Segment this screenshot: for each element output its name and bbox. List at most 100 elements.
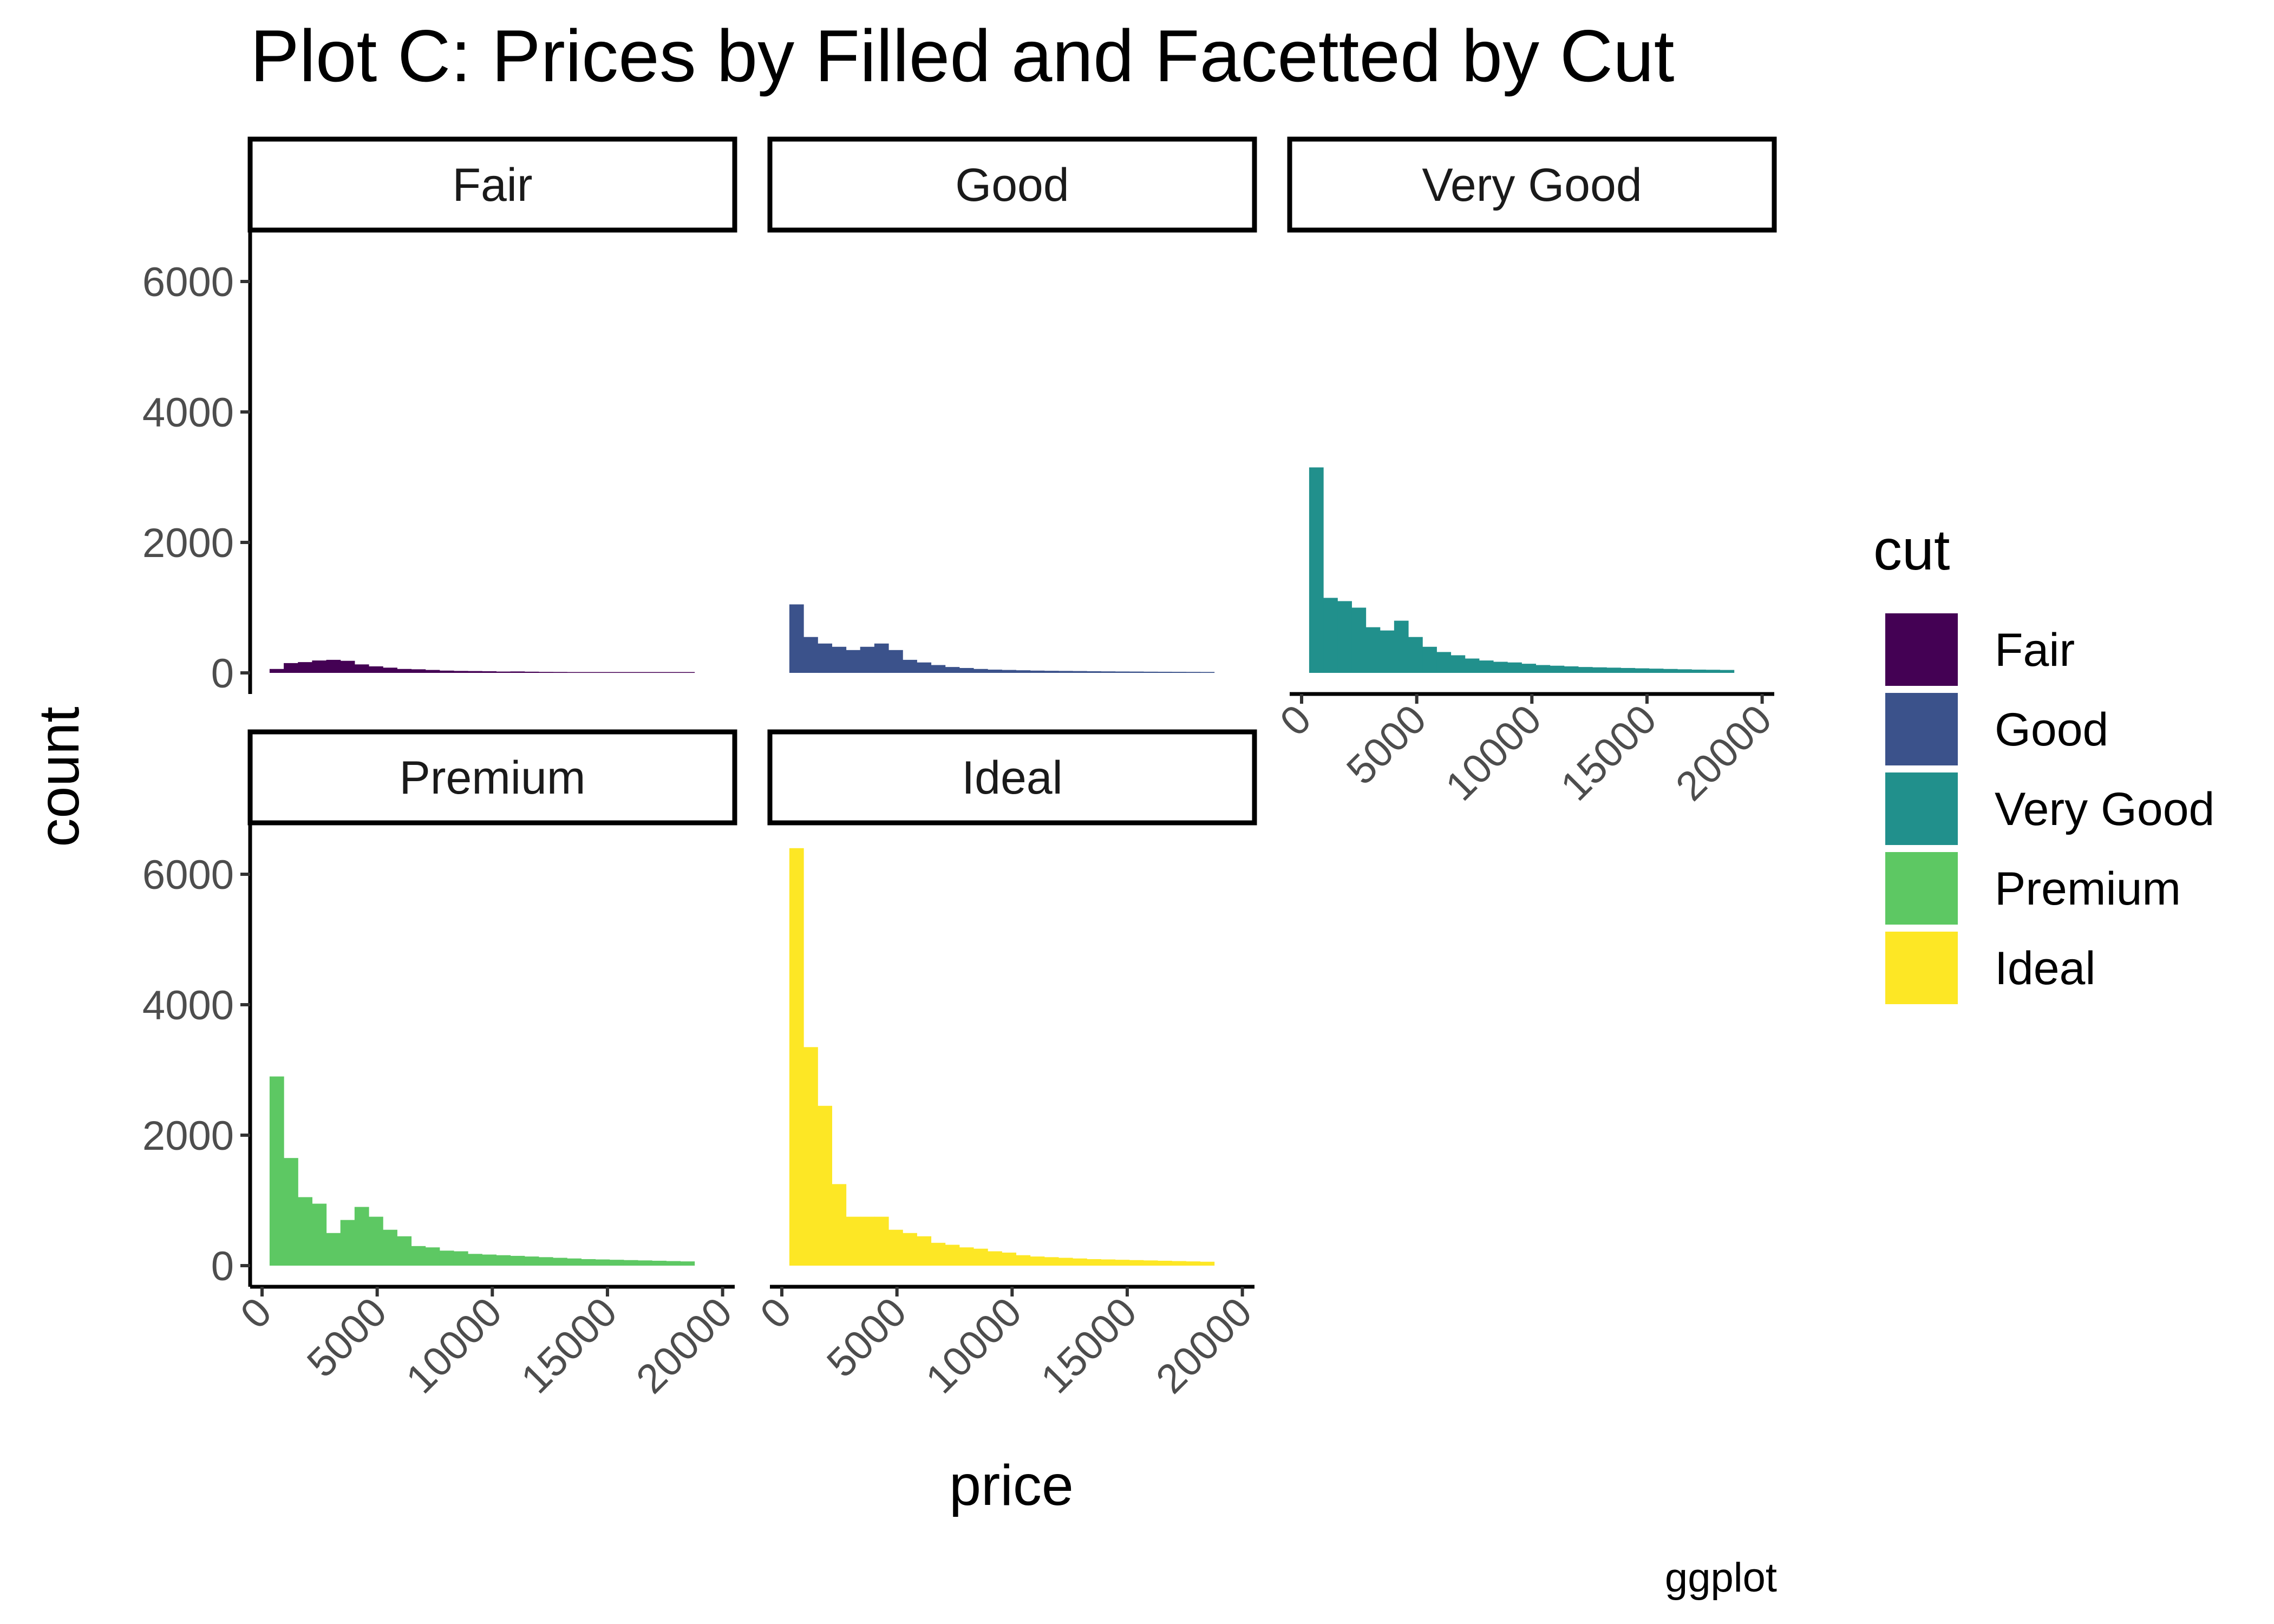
histogram-bar	[1351, 607, 1367, 673]
histogram-bar	[298, 1197, 312, 1266]
histogram-bar	[1044, 1257, 1059, 1266]
histogram-bar	[818, 1105, 832, 1266]
bars-fair	[269, 659, 695, 673]
facet-strip-label: Very Good	[1422, 159, 1642, 211]
facet-panel-ideal: Ideal 0 5000 10000 15000 20000	[752, 729, 1261, 1403]
x-tick-label: 5000	[818, 1289, 916, 1386]
x-tick-label: 20000	[1147, 1289, 1261, 1403]
histogram-bar	[917, 662, 932, 673]
histogram-bar	[973, 669, 988, 673]
bars-very-good	[1309, 467, 1735, 673]
histogram-bar	[1380, 630, 1395, 673]
y-tick-label: 6000	[142, 259, 234, 305]
histogram-bar	[1606, 667, 1621, 673]
histogram-bar	[1649, 669, 1664, 673]
legend-key	[1885, 772, 1958, 845]
histogram-bar	[284, 1158, 298, 1266]
histogram-bar	[637, 672, 652, 673]
histogram-bar	[666, 1261, 681, 1266]
histogram-bar	[931, 665, 946, 673]
bars-premium	[269, 1076, 695, 1266]
histogram-bar	[680, 672, 695, 673]
histogram-bar	[1706, 670, 1721, 673]
y-tick-label: 6000	[142, 852, 234, 898]
histogram-bar	[1592, 667, 1607, 673]
histogram-bar	[1143, 1260, 1158, 1266]
histogram-bar	[1663, 669, 1678, 673]
histogram-bar	[1115, 1260, 1130, 1266]
histogram-bar	[874, 1216, 889, 1266]
histogram-bar	[959, 1247, 974, 1266]
histogram-bar	[524, 1256, 539, 1266]
histogram-bar	[425, 1247, 440, 1266]
histogram-bar	[453, 671, 468, 673]
histogram-bar	[1157, 1260, 1172, 1266]
histogram-bar	[1550, 665, 1565, 673]
histogram-bar	[1129, 1260, 1144, 1266]
histogram-bar	[846, 1216, 861, 1266]
histogram-bar	[496, 671, 511, 673]
histogram-bar	[789, 604, 804, 673]
histogram-bar	[595, 1259, 610, 1266]
histogram-bar	[1408, 637, 1423, 673]
bars-ideal	[789, 848, 1215, 1266]
histogram-bar	[888, 1229, 903, 1266]
histogram-bar	[496, 1255, 511, 1266]
histogram-bar	[1450, 655, 1466, 673]
histogram-bar	[1016, 1255, 1031, 1266]
histogram-bar	[326, 1233, 341, 1266]
histogram-bar	[1087, 1259, 1101, 1266]
histogram-bar	[917, 1236, 932, 1266]
x-tick-label: 10000	[397, 1289, 511, 1403]
histogram-bar	[1337, 601, 1352, 673]
histogram-bar	[1157, 671, 1172, 673]
histogram-bar	[931, 1242, 946, 1266]
histogram-bar	[312, 1203, 327, 1266]
histogram-bar	[652, 672, 666, 673]
facet-strip-label: Fair	[452, 159, 532, 211]
x-axis-title: price	[949, 1453, 1074, 1517]
histogram-bar	[832, 1184, 847, 1266]
facet-strip-premium	[247, 729, 737, 826]
histogram-bar	[553, 1258, 567, 1266]
histogram-bar	[1691, 669, 1706, 673]
histogram-bar	[482, 1254, 497, 1266]
histogram-bar	[383, 1229, 397, 1266]
histogram-bar	[354, 664, 369, 673]
histogram-bar	[1073, 671, 1087, 673]
histogram-bar	[1507, 662, 1522, 673]
legend-title: cut	[1873, 518, 1950, 582]
histogram-bar	[383, 667, 397, 673]
histogram-bar	[903, 659, 917, 673]
histogram-bar	[439, 670, 454, 673]
histogram-bar	[326, 659, 341, 673]
legend-key	[1885, 852, 1958, 925]
histogram-bar	[340, 660, 355, 673]
histogram-bar	[1677, 669, 1692, 673]
histogram-bar	[453, 1251, 468, 1266]
histogram-bar	[567, 1258, 581, 1266]
y-tick-label: 0	[211, 1243, 234, 1289]
histogram-bar	[1030, 1256, 1045, 1266]
x-tick-label: 0	[1271, 696, 1320, 745]
y-tick-label: 2000	[142, 520, 234, 566]
bars-good	[789, 604, 1215, 673]
histogram-bar	[298, 662, 312, 673]
facet-strip-good	[767, 136, 1257, 233]
x-tick-label: 20000	[628, 1289, 741, 1403]
facet-strip-ideal	[767, 729, 1257, 826]
legend-item-fair: Fair	[1885, 613, 2075, 686]
histogram-bar	[269, 1076, 284, 1266]
x-tick-label: 10000	[917, 1289, 1031, 1403]
histogram-bar	[482, 671, 497, 673]
histogram-bar	[1535, 665, 1551, 673]
legend-label: Premium	[1995, 863, 2181, 915]
histogram-bar	[623, 1260, 638, 1266]
legend-key	[1885, 932, 1958, 1004]
histogram-bar	[468, 671, 482, 673]
histogram-bar	[874, 643, 889, 673]
histogram-bar	[269, 669, 284, 673]
histogram-bar	[354, 1207, 369, 1266]
legend-item-very-good: Very Good	[1885, 772, 2214, 845]
